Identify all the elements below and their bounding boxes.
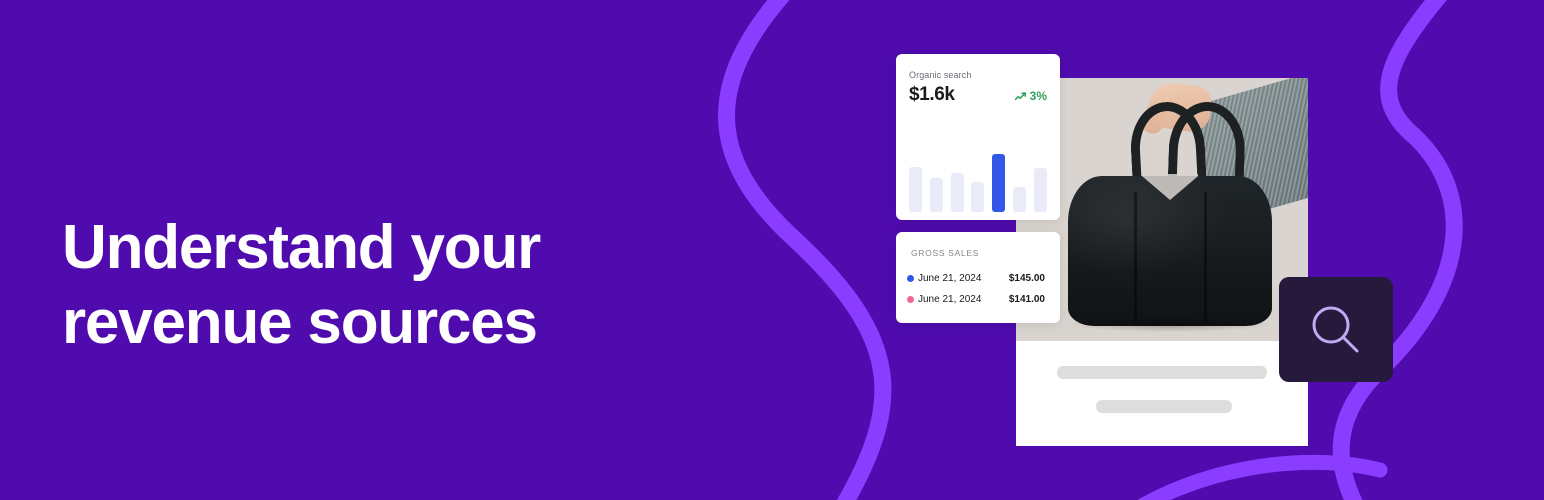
swirl-bottom-path: [1137, 454, 1388, 500]
bar-chart-bar: [971, 182, 985, 212]
product-photo: [1016, 78, 1308, 341]
swirl-left-path: [718, 0, 892, 500]
bar-chart-bar: [1033, 167, 1047, 212]
metric-label: Organic search: [909, 70, 972, 80]
sales-date: June 21, 2024: [918, 294, 982, 305]
placeholder-bar-title: [1057, 366, 1267, 379]
headline-line-1: Understand your: [62, 212, 541, 282]
magnifying-glass-icon: [1312, 306, 1359, 352]
sales-amount: $141.00: [1008, 294, 1045, 305]
gross-sales-title: GROSS SALES: [911, 248, 980, 258]
bar-chart-bar: [909, 166, 922, 212]
metric-card-organic-search[interactable]: Organic search $1.6k 3%: [896, 54, 1060, 220]
trend-up-arrow-icon: [1014, 91, 1026, 100]
bar-chart-bar: [1013, 187, 1027, 212]
bar-chart-bar: [950, 172, 964, 212]
bag-shadow: [1070, 316, 1270, 332]
bar-chart-bar: [929, 177, 943, 212]
page-title: Understand your revenue sources: [62, 210, 702, 360]
sales-date: June 21, 2024: [918, 273, 982, 284]
placeholder-bar-subtitle: [1096, 400, 1232, 413]
gross-sales-card[interactable]: GROSS SALES June 21, 2024 $145.00 June 21,…: [896, 232, 1060, 323]
headline-line-2: revenue sources: [62, 287, 538, 357]
status-badge: 3%: [1014, 89, 1047, 103]
bar-chart-bar: [992, 153, 1006, 212]
series-dot-icon: [907, 296, 914, 303]
tote-bag-graphic: [1068, 176, 1272, 326]
swirl-right-upper-path: [1380, 0, 1447, 144]
sales-amount: $145.00: [1008, 273, 1045, 284]
list-item: June 21, 2024 $141.00: [907, 289, 1049, 310]
search-tile[interactable]: [1279, 277, 1393, 382]
gross-sales-list: June 21, 2024 $145.00 June 21, 2024 $141.00: [907, 268, 1049, 310]
bar-chart: [909, 150, 1047, 212]
metric-value: $1.6k: [909, 84, 955, 105]
product-card: [1016, 78, 1308, 446]
bag-seam-left: [1134, 192, 1137, 322]
trend-value: 3%: [1029, 89, 1047, 103]
series-dot-icon: [907, 275, 914, 282]
list-item: June 21, 2024 $145.00: [907, 268, 1049, 289]
bag-seam-right: [1204, 192, 1207, 322]
